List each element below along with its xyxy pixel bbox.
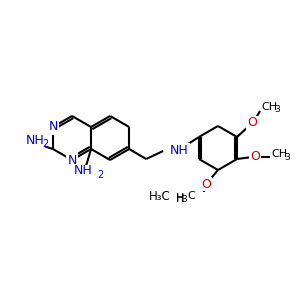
Text: NH: NH [170, 143, 189, 157]
Text: 3: 3 [284, 152, 290, 161]
Text: C: C [187, 191, 195, 201]
Text: NH: NH [26, 134, 45, 148]
Text: 3: 3 [274, 106, 280, 115]
Text: O: O [247, 116, 257, 130]
Text: H: H [176, 193, 184, 203]
Text: 2: 2 [42, 139, 48, 149]
Text: 2: 2 [97, 170, 103, 180]
Text: O: O [250, 151, 260, 164]
Text: NH: NH [74, 164, 92, 178]
Text: 3: 3 [181, 194, 187, 203]
Text: H₃C: H₃C [149, 190, 171, 203]
Text: N: N [67, 154, 77, 166]
Text: H: H [176, 194, 184, 204]
Text: CH: CH [271, 149, 287, 159]
Text: N: N [48, 121, 58, 134]
Text: CH: CH [261, 102, 277, 112]
Text: O: O [201, 178, 211, 190]
